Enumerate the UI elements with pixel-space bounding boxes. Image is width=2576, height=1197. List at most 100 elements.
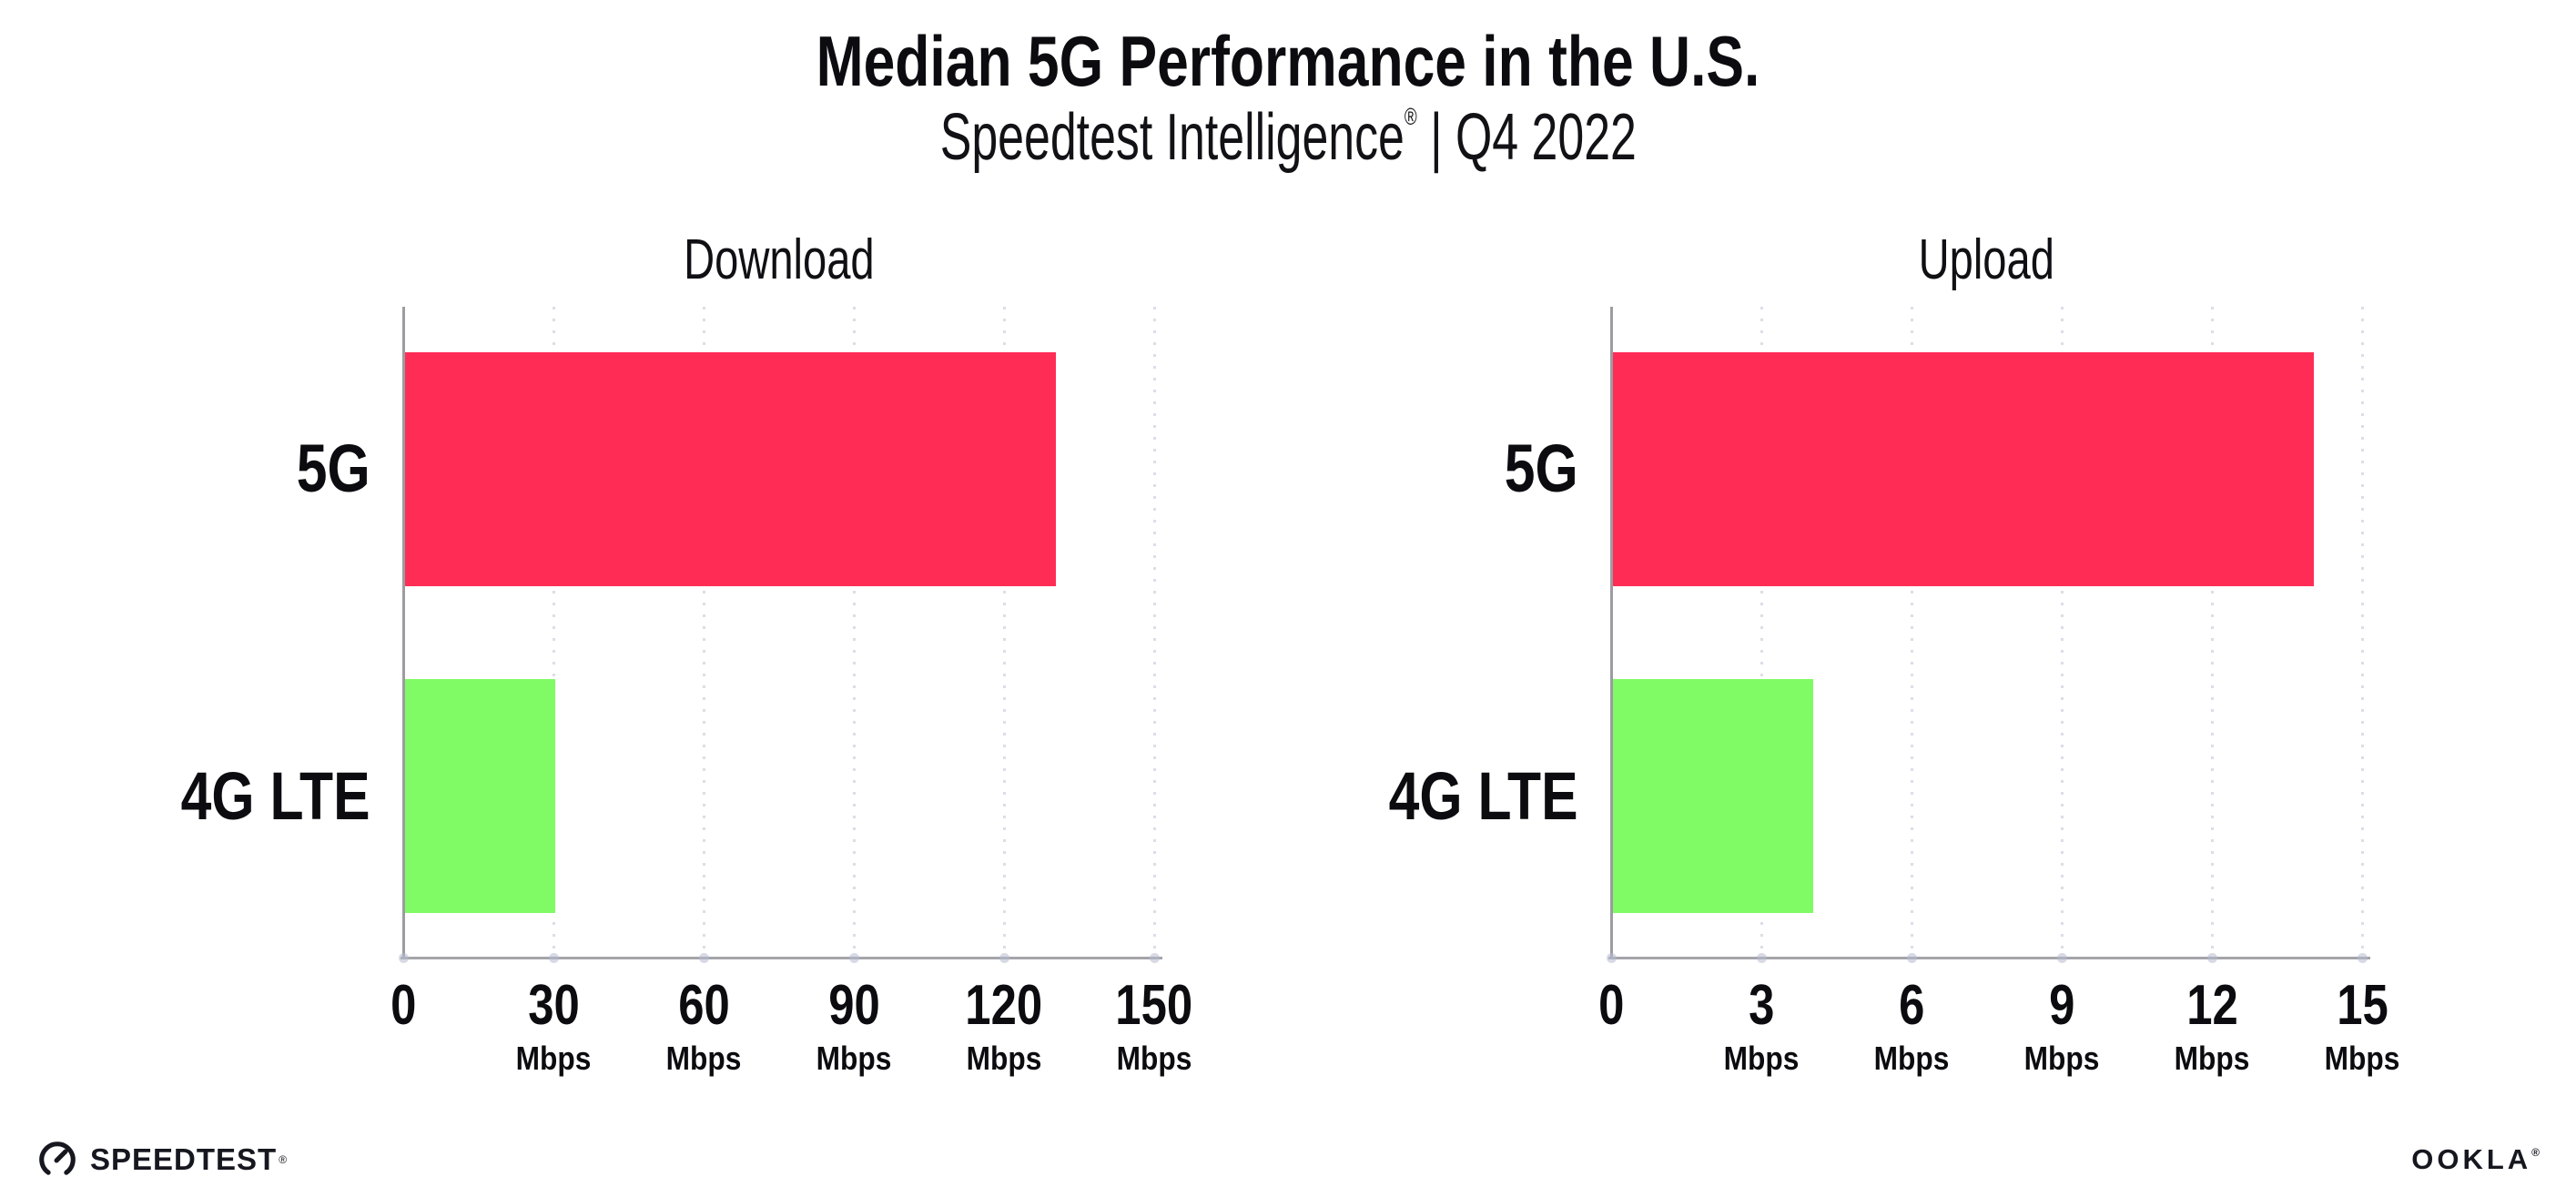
tick-dot-15 <box>2357 953 2368 963</box>
tick-label-150-mbps: 150 Mbps <box>1054 976 1254 1078</box>
tick-value-text: 30 <box>527 974 580 1037</box>
category-label-text-4g-lte: 4G LTE <box>1389 758 1578 834</box>
tick-label-3-mbps: 3 Mbps <box>1661 976 1861 1078</box>
tick-dot-90 <box>848 953 859 963</box>
chart-title-download: Download <box>403 228 1154 292</box>
tick-unit-text: Mbps <box>2324 1040 2400 1077</box>
tick-unit-label: Mbps <box>453 1040 654 1078</box>
chart-title-text-upload: Upload <box>1918 228 2055 291</box>
tick-dot-60 <box>698 953 709 963</box>
speedtest-gauge-icon <box>39 1141 76 1175</box>
tick-value-text: 3 <box>1748 974 1775 1037</box>
tick-value-text: 6 <box>1898 974 1925 1037</box>
tick-value: 0 <box>1511 976 1711 1036</box>
gridline-150-mbps <box>1152 307 1156 958</box>
tick-dot-3 <box>1756 953 1767 963</box>
tick-label-12-mbps: 12 Mbps <box>2112 976 2312 1078</box>
page-title: Median 5G Performance in the U.S. <box>0 20 2576 103</box>
tick-dot-30 <box>548 953 559 963</box>
tick-dot-9 <box>2056 953 2067 963</box>
tick-unit-text: Mbps <box>966 1040 1042 1077</box>
tick-unit-text: Mbps <box>2023 1040 2100 1077</box>
gridline-6-mbps <box>1910 307 1913 958</box>
page-title-text: Median 5G Performance in the U.S. <box>816 21 1760 101</box>
ookla-registered-mark: ® <box>2531 1146 2540 1159</box>
x-axis-baseline <box>401 956 1162 959</box>
x-axis-baseline <box>1608 956 2370 959</box>
tick-value-text: 9 <box>2048 974 2075 1037</box>
gridline-15-mbps <box>2360 307 2364 958</box>
tick-unit-label: Mbps <box>2112 1040 2312 1078</box>
tick-unit-label: Mbps <box>2262 1040 2462 1078</box>
chart-title-upload: Upload <box>1611 228 2362 292</box>
tick-unit-text: Mbps <box>1723 1040 1800 1077</box>
tick-unit-text: Mbps <box>1873 1040 1950 1077</box>
tick-unit-label: Mbps <box>754 1040 954 1078</box>
tick-value-text: 90 <box>827 974 880 1037</box>
ookla-logo: OOKLA® <box>2411 1143 2540 1176</box>
bar-5g <box>1612 352 2314 586</box>
tick-label-9-mbps: 9 Mbps <box>1962 976 2162 1078</box>
tick-value: 90 <box>754 976 954 1036</box>
tick-value-text: 120 <box>965 974 1043 1037</box>
tick-label-15-mbps: 15 Mbps <box>2262 976 2462 1078</box>
ookla-wordmark: OOKLA <box>2411 1143 2532 1175</box>
category-label-5g: 5G <box>6 425 370 512</box>
tick-unit-text: Mbps <box>2174 1040 2250 1077</box>
bar-4g-lte <box>1612 679 1813 913</box>
tick-unit-text: Mbps <box>816 1040 892 1077</box>
category-label-4g-lte: 4G LTE <box>6 753 370 840</box>
tick-dot-6 <box>1906 953 1917 963</box>
tick-value-text: 150 <box>1115 974 1193 1037</box>
bar-5g <box>404 352 1056 586</box>
gridline-3-mbps <box>1760 307 1763 958</box>
tick-value-text: 60 <box>677 974 730 1037</box>
tick-dot-120 <box>999 953 1009 963</box>
category-label-text-5g: 5G <box>297 431 370 506</box>
bar-4g-lte <box>404 679 555 913</box>
tick-unit-label: Mbps <box>1811 1040 2012 1078</box>
category-label-4g-lte: 4G LTE <box>1214 753 1578 840</box>
tick-label-6-mbps: 6 Mbps <box>1811 976 2012 1078</box>
tick-unit-label: Mbps <box>1661 1040 1861 1078</box>
tick-dot-0 <box>398 953 409 963</box>
gridline-9-mbps <box>2060 307 2064 958</box>
tick-value: 15 <box>2262 976 2462 1036</box>
tick-dot-150 <box>1149 953 1160 963</box>
chart-title-text-download: Download <box>683 228 875 291</box>
gridline-120-mbps <box>1002 307 1006 958</box>
category-label-5g: 5G <box>1214 425 1578 512</box>
tick-value: 30 <box>453 976 654 1036</box>
speedtest-registered-mark: ® <box>279 1153 288 1166</box>
tick-label-0-mbps: 0 <box>303 976 503 1036</box>
tick-value: 150 <box>1054 976 1254 1036</box>
tick-label-90-mbps: 90 Mbps <box>754 976 954 1078</box>
y-axis-line <box>1609 307 1613 958</box>
tick-unit-label: Mbps <box>904 1040 1104 1078</box>
tick-label-60-mbps: 60 Mbps <box>603 976 804 1078</box>
gridline-12-mbps <box>2210 307 2214 958</box>
tick-value-text: 15 <box>2336 974 2388 1037</box>
registered-mark: ® <box>1404 103 1417 130</box>
tick-label-30-mbps: 30 Mbps <box>453 976 654 1078</box>
tick-value-text: 0 <box>390 974 417 1037</box>
speedtest-logo: SPEEDTEST ® <box>36 1139 287 1181</box>
tick-unit-text: Mbps <box>515 1040 592 1077</box>
subtitle-period: | Q4 2022 <box>1416 101 1637 174</box>
tick-value-text: 12 <box>2186 974 2238 1037</box>
speedtest-wordmark: SPEEDTEST <box>90 1142 278 1176</box>
tick-value: 12 <box>2112 976 2312 1036</box>
tick-value: 60 <box>603 976 804 1036</box>
category-label-text-5g: 5G <box>1505 431 1578 506</box>
footer: SPEEDTEST ® OOKLA® <box>0 1139 2576 1181</box>
plot-download <box>398 307 1162 963</box>
tick-value: 0 <box>303 976 503 1036</box>
tick-unit-text: Mbps <box>1116 1040 1192 1077</box>
gridline-90-mbps <box>852 307 856 958</box>
tick-label-0-mbps: 0 <box>1511 976 1711 1036</box>
tick-unit-label: Mbps <box>1962 1040 2162 1078</box>
y-axis-line <box>401 307 405 958</box>
category-label-text-4g-lte: 4G LTE <box>181 758 370 834</box>
tick-unit-label: Mbps <box>603 1040 804 1078</box>
